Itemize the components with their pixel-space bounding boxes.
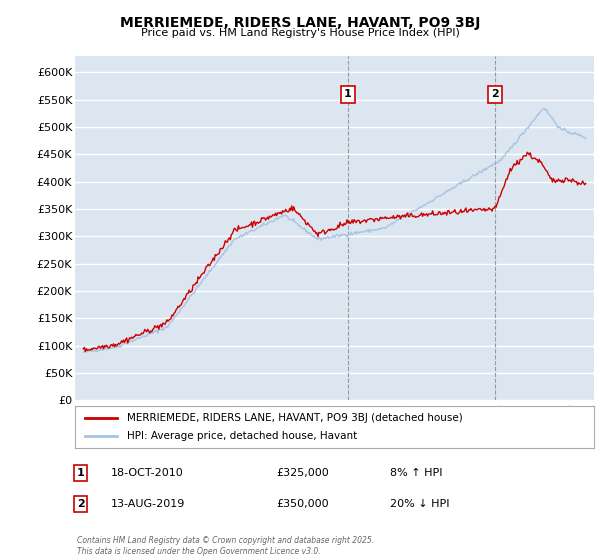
Text: 18-OCT-2010: 18-OCT-2010 bbox=[111, 468, 184, 478]
Text: £350,000: £350,000 bbox=[276, 499, 329, 509]
Text: 8% ↑ HPI: 8% ↑ HPI bbox=[390, 468, 443, 478]
Text: 1: 1 bbox=[77, 468, 85, 478]
Text: £325,000: £325,000 bbox=[276, 468, 329, 478]
Text: 2: 2 bbox=[491, 89, 499, 99]
Text: Contains HM Land Registry data © Crown copyright and database right 2025.
This d: Contains HM Land Registry data © Crown c… bbox=[77, 536, 374, 556]
Text: HPI: Average price, detached house, Havant: HPI: Average price, detached house, Hava… bbox=[127, 431, 357, 441]
Text: 1: 1 bbox=[344, 89, 352, 99]
Text: MERRIEMEDE, RIDERS LANE, HAVANT, PO9 3BJ (detached house): MERRIEMEDE, RIDERS LANE, HAVANT, PO9 3BJ… bbox=[127, 413, 463, 423]
Text: 13-AUG-2019: 13-AUG-2019 bbox=[111, 499, 185, 509]
Text: 2: 2 bbox=[77, 499, 85, 509]
Text: 20% ↓ HPI: 20% ↓ HPI bbox=[390, 499, 449, 509]
Text: MERRIEMEDE, RIDERS LANE, HAVANT, PO9 3BJ: MERRIEMEDE, RIDERS LANE, HAVANT, PO9 3BJ bbox=[120, 16, 480, 30]
Text: Price paid vs. HM Land Registry's House Price Index (HPI): Price paid vs. HM Land Registry's House … bbox=[140, 28, 460, 38]
